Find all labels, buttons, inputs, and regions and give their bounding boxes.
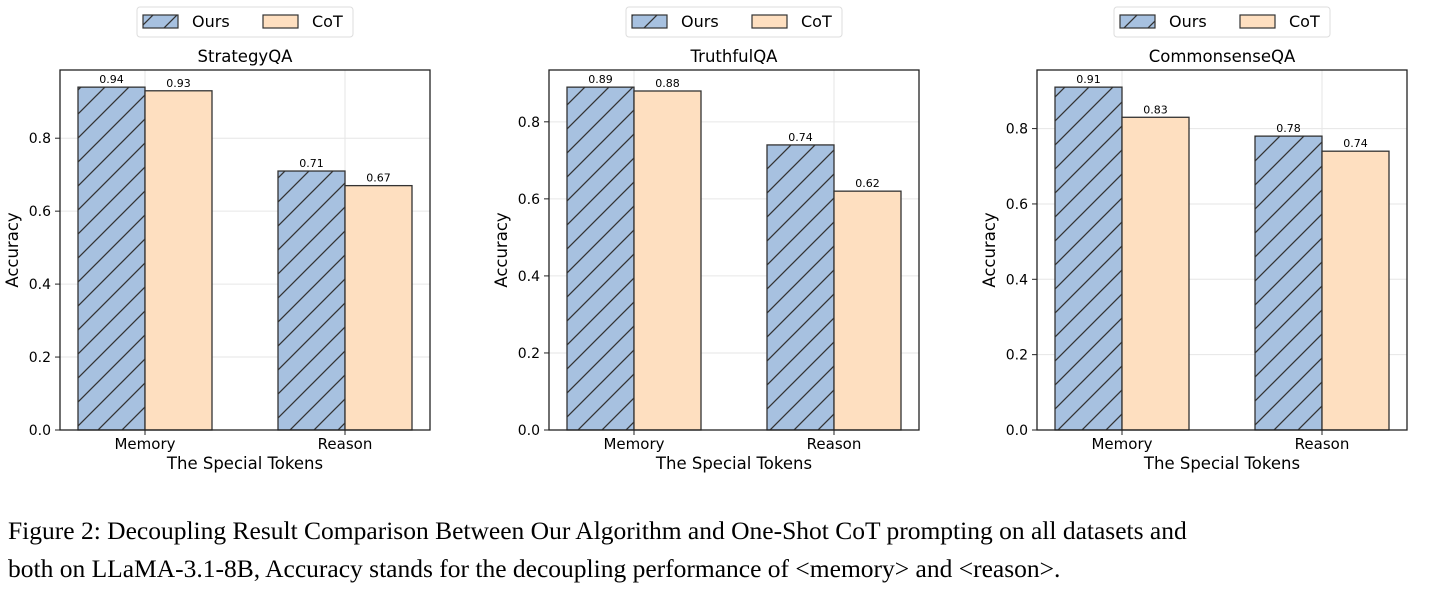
bar-ours-memory xyxy=(566,86,635,431)
y-tick-label: 0.2 xyxy=(29,350,51,366)
bar-ours-memory xyxy=(77,86,146,431)
axes-frame xyxy=(1036,69,1408,431)
legend-swatch-cot xyxy=(1239,14,1276,29)
y-axis-label: Accuracy xyxy=(492,212,511,288)
y-tick-label: 0.8 xyxy=(1006,122,1028,138)
legend-label-cot: CoT xyxy=(312,12,343,31)
axes-frame xyxy=(59,69,431,431)
data-label: 0.74 xyxy=(1343,137,1368,150)
y-tick-label: 0.6 xyxy=(518,192,540,208)
bar-cot-memory xyxy=(144,90,213,431)
data-label: 0.62 xyxy=(855,177,880,190)
caption-line-1: Figure 2: Decoupling Result Comparison B… xyxy=(8,516,1187,545)
legend-label-ours: Ours xyxy=(192,12,230,31)
legend-box xyxy=(1113,6,1331,38)
data-label: 0.74 xyxy=(788,131,813,144)
y-tick-label: 0.8 xyxy=(518,115,540,131)
data-label: 0.88 xyxy=(655,77,680,90)
y-tick-label: 0.6 xyxy=(1006,197,1028,213)
data-label: 0.91 xyxy=(1076,73,1101,86)
legend-label-ours: Ours xyxy=(1169,12,1207,31)
legend-label-ours: Ours xyxy=(681,12,719,31)
y-tick-label: 0.2 xyxy=(518,346,540,362)
data-label: 0.94 xyxy=(99,73,124,86)
legend-swatch-ours xyxy=(1119,14,1156,29)
y-axis-label: Accuracy xyxy=(980,212,999,288)
x-tick-label: Reason xyxy=(318,435,373,453)
figure: 0.94 0.71 0.93 0.67 0.0 0.2 0.4 0.6 0.8 Memory Rea… xyxy=(3,6,1408,473)
x-tick-label: Memory xyxy=(603,435,664,453)
legend: Ours CoT xyxy=(1113,6,1331,38)
bar-ours-reason xyxy=(766,144,835,431)
chart-truthfulqa: 0.89 0.74 0.88 0.62 0.0 0.2 0.4 0.6 0.8 Memory Rea… xyxy=(492,6,920,473)
data-label: 0.83 xyxy=(1143,103,1168,116)
bar-ours-memory xyxy=(1054,86,1123,431)
data-label: 0.89 xyxy=(588,73,613,86)
chart-title: TruthfulQA xyxy=(690,47,779,66)
caption-line-2: both on LLaMA-3.1-8B, Accuracy stands fo… xyxy=(8,554,1061,583)
bar-cot-memory xyxy=(1121,116,1190,431)
axes-frame xyxy=(548,69,920,431)
y-tick-label: 0.4 xyxy=(1006,272,1028,288)
legend-label-cot: CoT xyxy=(1289,12,1320,31)
chart-strategyqa: 0.94 0.71 0.93 0.67 0.0 0.2 0.4 0.6 0.8 Memory Rea… xyxy=(3,6,431,473)
bar-cot-reason xyxy=(1321,150,1390,431)
x-axis-label: The Special Tokens xyxy=(166,454,323,473)
chart-title: StrategyQA xyxy=(198,47,294,66)
data-label: 0.78 xyxy=(1276,122,1301,135)
y-tick-label: 0.4 xyxy=(29,277,51,293)
bar-cot-memory xyxy=(633,90,702,431)
legend-box xyxy=(625,6,843,38)
y-tick-label: 0.0 xyxy=(1006,423,1028,439)
legend-swatch-ours xyxy=(142,14,179,29)
data-label: 0.93 xyxy=(166,77,191,90)
y-axis-label: Accuracy xyxy=(3,212,22,288)
legend: Ours CoT xyxy=(136,6,354,38)
chart-title: CommonsenseQA xyxy=(1149,47,1296,66)
bar-ours-reason xyxy=(1254,135,1323,431)
x-tick-label: Memory xyxy=(1091,435,1152,453)
x-tick-label: Memory xyxy=(114,435,175,453)
legend-label-cot: CoT xyxy=(801,12,832,31)
bar-cot-reason xyxy=(833,190,902,431)
figure-caption: Figure 2: Decoupling Result Comparison B… xyxy=(8,512,1433,588)
data-label: 0.71 xyxy=(299,157,324,170)
bar-cot-reason xyxy=(344,184,413,431)
y-tick-label: 0.0 xyxy=(518,423,540,439)
legend-swatch-ours xyxy=(631,14,668,29)
y-tick-label: 0.2 xyxy=(1006,348,1028,364)
y-tick-label: 0.4 xyxy=(518,269,540,285)
legend-swatch-cot xyxy=(262,14,299,29)
legend-swatch-cot xyxy=(751,14,788,29)
x-axis-label: The Special Tokens xyxy=(1143,454,1300,473)
y-tick-label: 0.6 xyxy=(29,204,51,220)
x-tick-label: Reason xyxy=(807,435,862,453)
legend: Ours CoT xyxy=(625,6,843,38)
bar-ours-reason xyxy=(277,170,346,431)
data-label: 0.67 xyxy=(366,172,391,185)
chart-commonsenseqa: 0.91 0.78 0.83 0.74 0.0 0.2 0.4 0.6 0.8 Memory Rea… xyxy=(980,6,1408,473)
y-tick-label: 0.0 xyxy=(29,423,51,439)
x-axis-label: The Special Tokens xyxy=(655,454,812,473)
legend-box xyxy=(136,6,354,38)
x-tick-label: Reason xyxy=(1295,435,1350,453)
y-tick-label: 0.8 xyxy=(29,131,51,147)
